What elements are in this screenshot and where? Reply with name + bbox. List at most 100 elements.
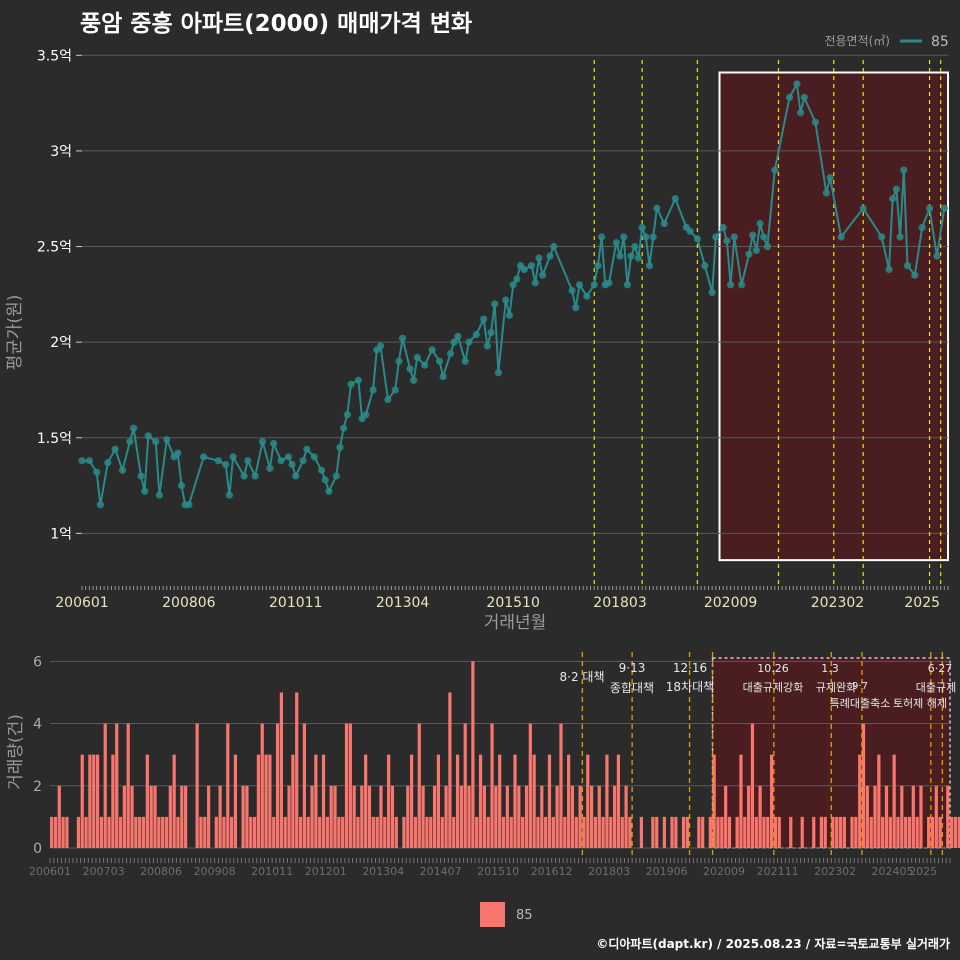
price-point (940, 204, 948, 212)
volume-x-tick-label: 202111 (757, 865, 799, 878)
volume-x-tick-label: 202302 (814, 865, 856, 878)
volume-bar (486, 816, 490, 848)
price-point (760, 233, 768, 241)
price-point (502, 296, 510, 304)
volume-bar (164, 816, 169, 848)
price-point (712, 233, 720, 241)
volume-bar (321, 754, 326, 848)
volume-bar (283, 816, 287, 848)
price-point (270, 439, 278, 448)
volume-bar (440, 816, 444, 848)
price-point (266, 464, 274, 472)
price-point (244, 457, 252, 465)
y-tick-label: 2.5억 (37, 240, 72, 256)
price-point (605, 279, 613, 287)
volume-bar (390, 785, 395, 848)
price-point (480, 315, 488, 323)
volume-bar (900, 785, 904, 848)
price-point (406, 365, 414, 373)
volume-bar (413, 816, 418, 848)
volume-legend-key (480, 902, 505, 927)
volume-bar (76, 816, 81, 848)
volume-bar (103, 723, 107, 848)
volume-bar (344, 723, 349, 848)
volume-bar (563, 816, 567, 848)
volume-bar (521, 816, 525, 848)
volume-bar (302, 723, 306, 848)
price-point (726, 281, 735, 289)
price-point (487, 328, 495, 337)
volume-bar (371, 816, 375, 848)
policy-annotation: 6·27 (928, 662, 953, 675)
price-point (310, 453, 318, 461)
volume-bar (459, 785, 464, 848)
volume-bar (590, 785, 594, 848)
price-point (885, 265, 893, 274)
volume-bar (540, 785, 544, 848)
volume-bar (214, 816, 218, 848)
volume-bar (578, 785, 582, 848)
price-point (756, 219, 764, 228)
price-point (738, 281, 746, 289)
volume-bar (727, 816, 732, 848)
price-point (96, 501, 105, 509)
volume-bar (252, 816, 257, 848)
x-tick-label: 202302 (811, 595, 864, 611)
y-tick-label: 1.5억 (37, 431, 72, 447)
price-point (214, 457, 222, 465)
price-point (435, 357, 444, 365)
volume-bar (789, 816, 793, 848)
volume-x-tick-label: 200703 (83, 865, 125, 878)
price-point (369, 386, 377, 394)
price-point (347, 380, 355, 388)
price-point (660, 219, 668, 228)
price-point (623, 281, 631, 289)
volume-bar (624, 785, 628, 848)
price-point (708, 288, 716, 297)
volume-bar (482, 785, 486, 848)
volume-bar (536, 816, 540, 848)
volume-bar (892, 754, 896, 848)
price-point (104, 459, 112, 467)
price-point (240, 472, 248, 480)
volume-bar (387, 754, 391, 848)
volume-bar (471, 661, 475, 848)
price-point (896, 233, 904, 241)
price-point (137, 472, 145, 480)
price-point (590, 281, 598, 289)
policy-annotation: 12·16 (673, 661, 707, 675)
price-point (229, 453, 237, 461)
volume-bar (498, 754, 502, 848)
volume-x-tick-label: 201407 (420, 865, 462, 878)
volume-bar (946, 785, 950, 848)
price-point (332, 472, 340, 480)
volume-bar (494, 785, 498, 848)
volume-bar (379, 785, 383, 848)
volume-bar (524, 785, 529, 848)
price-point (494, 369, 503, 377)
price-point (572, 304, 580, 312)
price-point (550, 242, 558, 251)
price-point (144, 432, 152, 440)
volume-bar (145, 754, 149, 848)
volume-bar (88, 754, 92, 848)
price-point (749, 231, 757, 239)
volume-bar (884, 785, 889, 848)
volume-bar (249, 816, 253, 848)
volume-bar (134, 816, 138, 848)
volume-bar (930, 816, 935, 848)
volume-bar (532, 754, 536, 848)
policy-annotation: 9·7 (852, 681, 868, 692)
policy-annotation: 18차대책 (666, 679, 714, 694)
volume-bar (639, 816, 644, 848)
volume-bar (168, 785, 172, 848)
price-point (472, 330, 480, 339)
price-point (141, 487, 149, 495)
volume-bar (835, 816, 839, 848)
volume-bar (950, 816, 954, 848)
volume-bar (230, 816, 234, 848)
volume-bar (559, 723, 563, 848)
price-point (686, 227, 694, 235)
